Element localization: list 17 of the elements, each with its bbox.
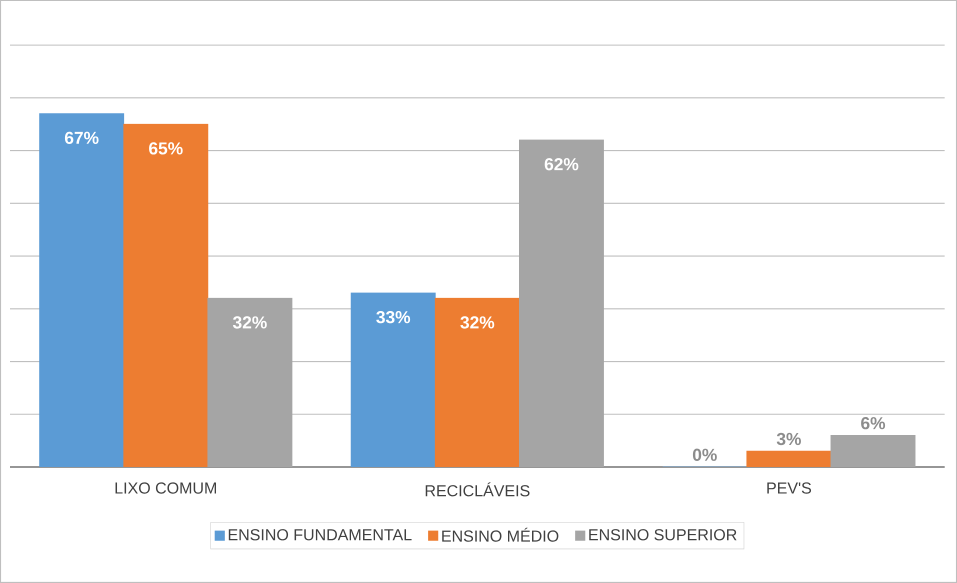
- x-tick-label: LIXO COMUM: [116, 482, 216, 494]
- data-label: 67%: [64, 132, 99, 144]
- bar: [350, 292, 436, 467]
- legend-label: ENSINO SUPERIOR: [589, 529, 737, 540]
- legend-label: ENSINO FUNDAMENTAL: [228, 529, 412, 540]
- bar: [39, 113, 124, 467]
- legend-label: ENSINO MÉDIO: [442, 528, 558, 542]
- data-label: 33%: [376, 311, 410, 324]
- x-tick-label: RECICLÁVEIS: [426, 482, 530, 496]
- data-label: 6%: [861, 417, 886, 430]
- data-label: 62%: [544, 158, 578, 170]
- data-label: 0%: [692, 448, 717, 461]
- data-label: 65%: [149, 142, 183, 155]
- data-label: 32%: [460, 316, 494, 329]
- x-tick-label: PEV'S: [767, 482, 812, 494]
- data-label: 32%: [232, 316, 267, 329]
- data-label: 3%: [776, 432, 801, 446]
